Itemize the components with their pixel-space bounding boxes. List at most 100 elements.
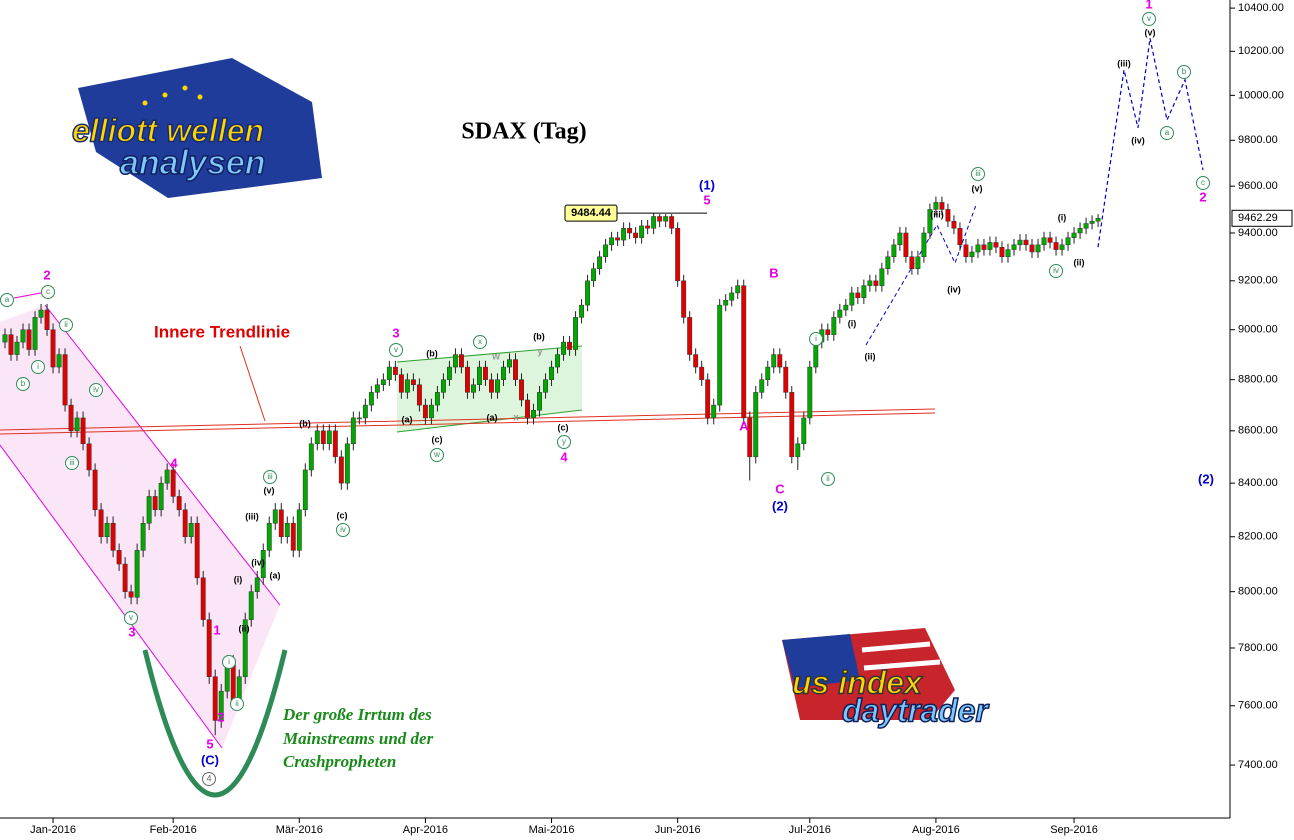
wave-circle xyxy=(473,335,487,349)
candle-body xyxy=(158,482,164,511)
candle-body xyxy=(651,216,657,229)
wave-label: 5 xyxy=(703,192,710,207)
wave-label: (iv) xyxy=(251,557,265,567)
candle-body xyxy=(380,379,386,385)
wave-circle xyxy=(430,448,444,462)
y-tick-label: 7400.00 xyxy=(1238,759,1278,771)
wave-label: (a) xyxy=(402,414,413,424)
candle-body xyxy=(969,251,975,258)
wave-label: (c) xyxy=(558,422,569,432)
candle-body xyxy=(627,227,633,234)
candle-body xyxy=(152,496,158,511)
y-tick-label: 7600.00 xyxy=(1238,700,1278,712)
wave-label: 2 xyxy=(217,709,224,724)
y-tick-label: 9400.00 xyxy=(1238,227,1278,239)
candle-body xyxy=(867,280,873,286)
wave-circle xyxy=(59,318,73,332)
trendline-label: Innere Trendlinie xyxy=(154,322,290,341)
channel-upper xyxy=(44,304,281,606)
wave-label: a xyxy=(1165,128,1170,137)
candle-body xyxy=(176,496,182,511)
wave-label: (C) xyxy=(201,752,219,767)
wave-circle xyxy=(0,293,14,307)
candle-body xyxy=(206,619,212,677)
candle-body xyxy=(182,509,188,537)
wave-label: a xyxy=(5,295,10,304)
wave-circle xyxy=(1160,126,1174,140)
wave-circle xyxy=(89,383,103,397)
wave-label: (2) xyxy=(1198,471,1214,486)
candle-body xyxy=(855,292,861,299)
candle-body xyxy=(74,417,80,432)
wave-label: i xyxy=(228,657,230,666)
wave-label: v xyxy=(394,345,398,354)
channel-lower xyxy=(0,444,223,749)
candle-body xyxy=(477,366,482,385)
candle-body xyxy=(909,256,915,270)
wave-label: B xyxy=(769,265,778,280)
candle-body xyxy=(957,227,963,246)
wave-label: y xyxy=(537,347,543,358)
wave-circle xyxy=(41,285,55,299)
logo-text: analysen xyxy=(120,144,266,182)
candle-body xyxy=(266,522,272,551)
candle-body xyxy=(68,404,74,432)
candle-body xyxy=(537,392,542,411)
chart-title: SDAX (Tag) xyxy=(461,119,586,145)
wave-label: (v) xyxy=(264,485,275,495)
candle-body xyxy=(717,304,723,406)
wave-label: iii xyxy=(69,458,75,467)
wave-label: (v) xyxy=(1145,27,1156,37)
candle-body xyxy=(561,341,566,355)
candle-body xyxy=(471,384,476,393)
candle-body xyxy=(338,456,344,484)
candle-body xyxy=(428,404,434,419)
y-tick-label: 8400.00 xyxy=(1238,477,1278,489)
candle-body xyxy=(1017,239,1023,246)
wave-label: v xyxy=(129,613,133,622)
candle-body xyxy=(945,209,951,222)
candle-body xyxy=(1023,239,1029,246)
candle-body xyxy=(861,285,867,299)
candle-body xyxy=(747,417,753,458)
candle-body xyxy=(122,563,128,592)
candle-body xyxy=(44,309,50,330)
logo-stripe xyxy=(861,641,931,653)
candle-body xyxy=(555,354,560,368)
candle-body xyxy=(603,244,609,258)
candle-body xyxy=(993,242,999,248)
candle-body xyxy=(699,366,705,380)
wave-label: 4 xyxy=(170,455,178,470)
wave-circle xyxy=(336,523,350,537)
candle-body xyxy=(1065,237,1071,246)
candle-body xyxy=(531,409,536,419)
candle-body xyxy=(501,366,506,380)
candle-body xyxy=(633,232,639,238)
logo-stripe xyxy=(863,659,941,671)
candle-body xyxy=(1029,244,1035,253)
candle-body xyxy=(302,469,308,511)
logo-elliott: elliott wellen analysen xyxy=(71,58,322,198)
candle-body xyxy=(939,202,945,210)
candle-body xyxy=(32,317,38,350)
wave-label: (v) xyxy=(972,183,983,193)
wave-label: (i) xyxy=(1058,212,1067,222)
triangle-upper xyxy=(396,345,583,363)
wave-label: (b) xyxy=(426,348,438,358)
logo-canton xyxy=(782,634,860,688)
comment-text: Crashpropheten xyxy=(283,752,396,771)
candle-body xyxy=(567,341,573,350)
wave-label: iv xyxy=(340,525,346,534)
y-tick-label: 10200.00 xyxy=(1238,45,1284,57)
candle-body xyxy=(849,292,855,306)
wave-label: 1 xyxy=(213,622,220,637)
candle-body xyxy=(50,329,56,368)
candle-body xyxy=(543,379,548,393)
wave-circle xyxy=(1049,264,1063,278)
candle-body xyxy=(170,469,176,497)
candle-body xyxy=(188,522,194,537)
candle-body xyxy=(891,244,897,258)
candle-body xyxy=(446,366,452,380)
wave-label: iv xyxy=(1053,266,1059,275)
wave-circle xyxy=(16,377,30,391)
